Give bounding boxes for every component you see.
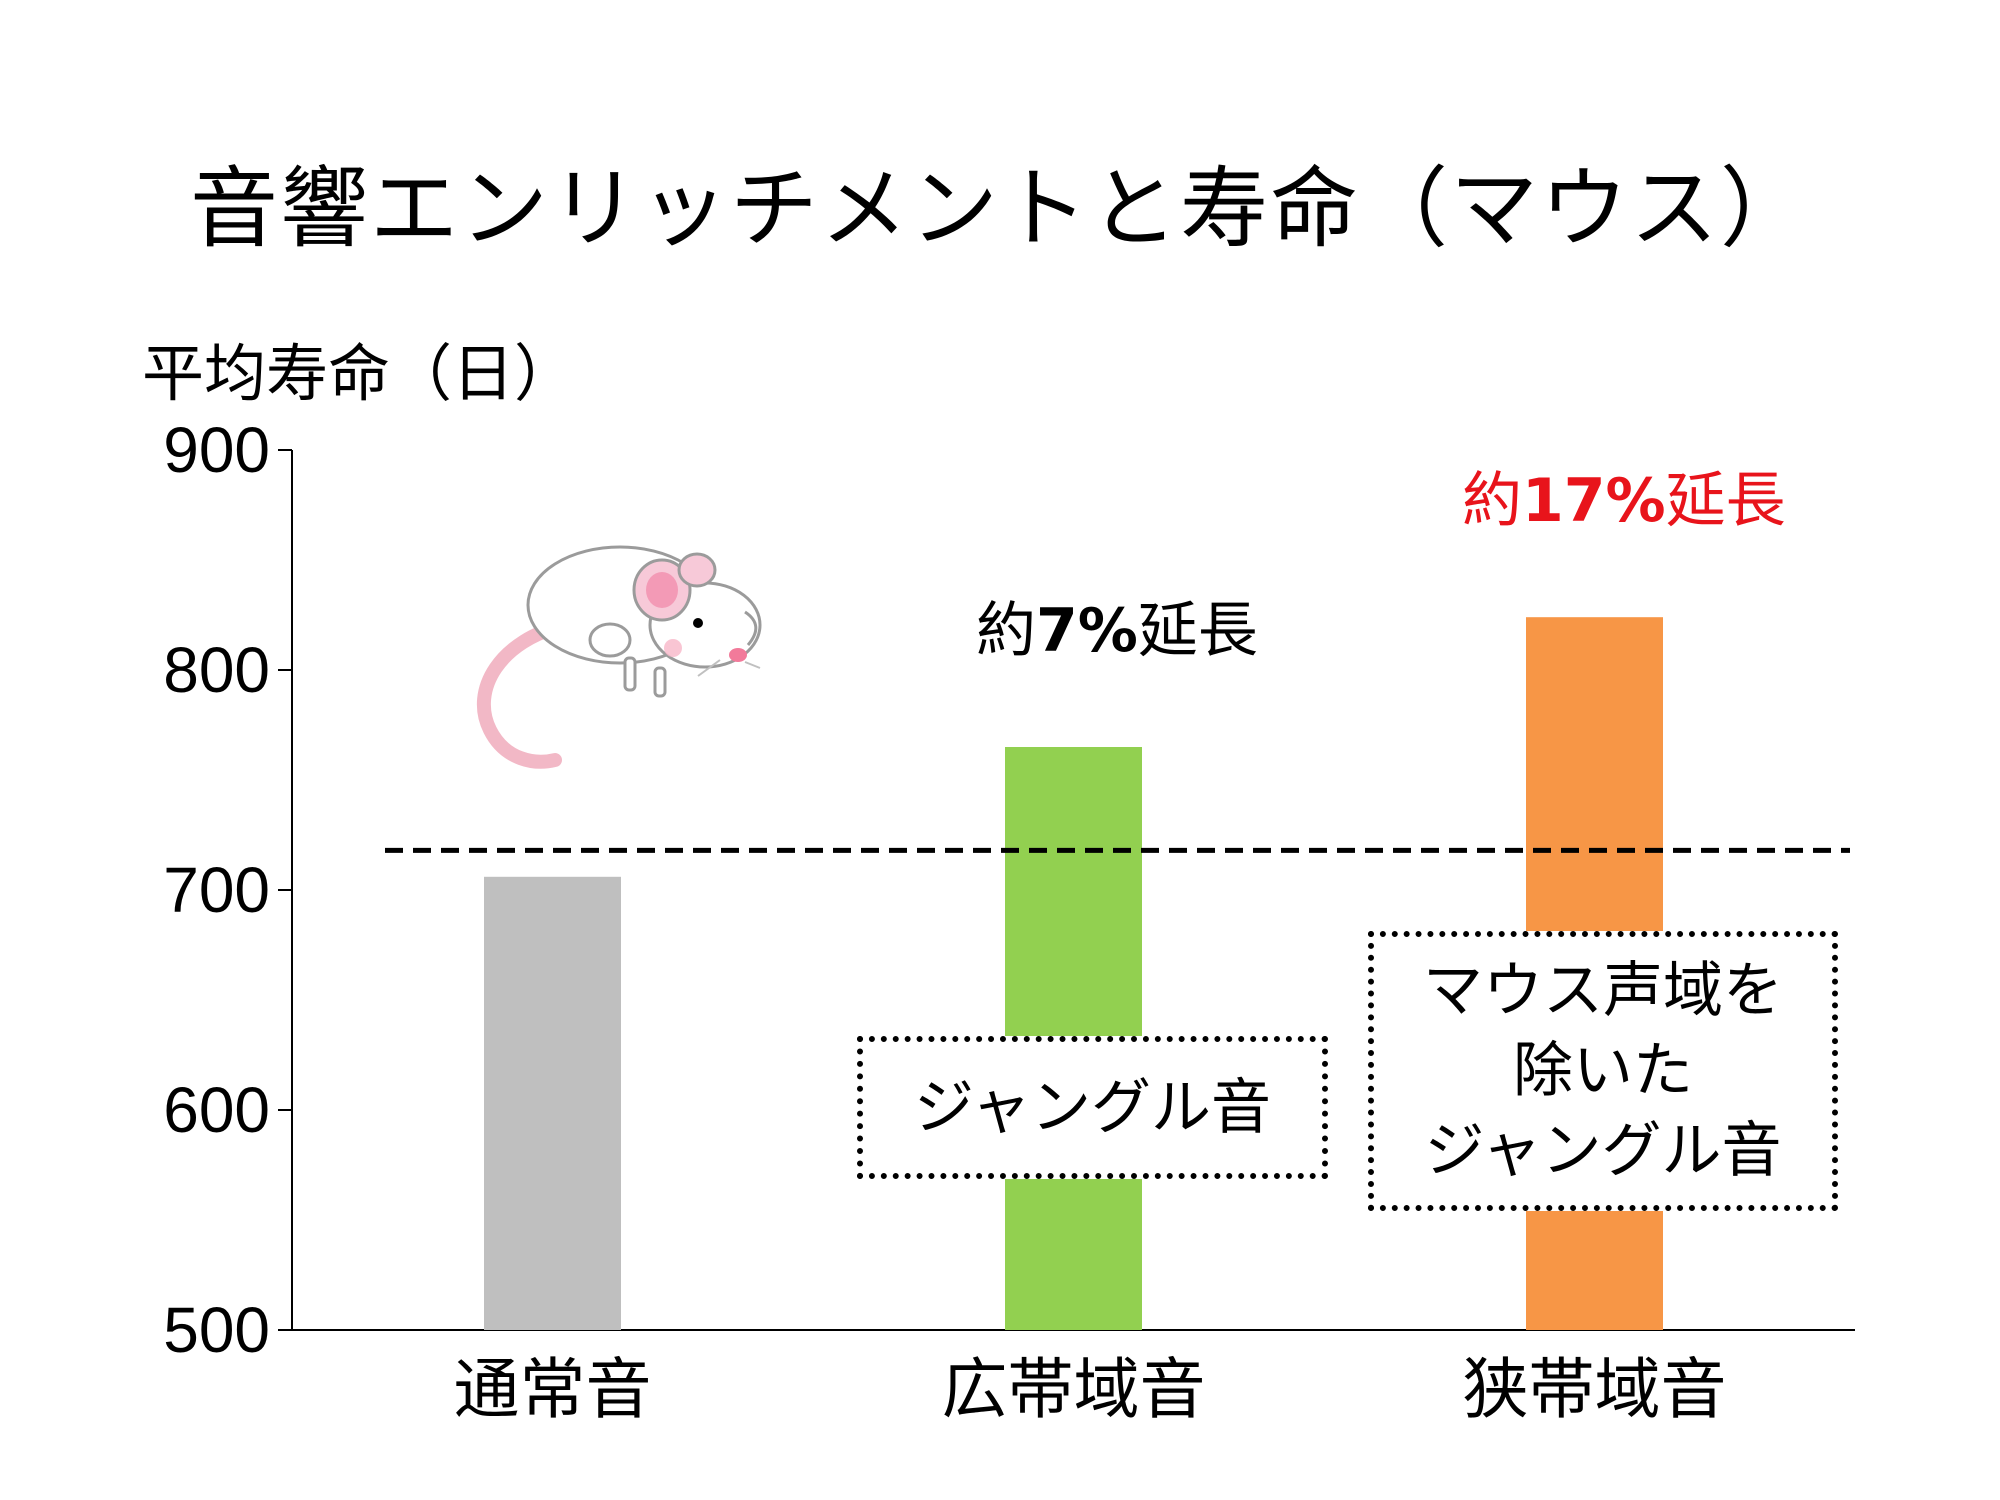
annotation-narrowband-extension: 約17%延長 (1462, 452, 1786, 539)
annotation-percent: 7% (1036, 596, 1138, 666)
y-tick-label: 500 (163, 1294, 270, 1366)
y-tick-label: 800 (163, 634, 270, 706)
narrowband-description-box: マウス声域を 除いた ジャングル音 (1368, 931, 1838, 1211)
x-tick-labels: 通常音 広帯域音 狭帯域音 (454, 1351, 1727, 1428)
y-tick-labels: 500 600 700 800 900 (163, 414, 270, 1366)
x-tick-label: 狭帯域音 (1463, 1351, 1727, 1428)
broadband-description-box: ジャングル音 (857, 1036, 1328, 1179)
mouse-icon (476, 545, 762, 769)
y-tick-label: 900 (163, 414, 270, 486)
annotation-prefix: 約 (1462, 466, 1522, 536)
y-tick-label: 700 (163, 854, 270, 926)
box-line: マウス声域を (1423, 956, 1783, 1026)
box-line: 除いた (1513, 1036, 1693, 1106)
annotation-broadband-extension: 約7%延長 (976, 582, 1258, 669)
annotation-percent: 17% (1522, 466, 1666, 536)
annotation-suffix: 延長 (1137, 596, 1258, 666)
chart-title: 音響エンリッチメントと寿命（マウス） (189, 157, 1810, 260)
y-tick-label: 600 (163, 1074, 270, 1146)
box-line: ジャングル音 (1424, 1116, 1782, 1186)
x-tick-label: 通常音 (454, 1351, 652, 1428)
x-tick-label: 広帯域音 (942, 1351, 1206, 1428)
y-axis-label: 平均寿命（日） (142, 337, 577, 410)
annotation-prefix: 約 (976, 596, 1036, 666)
bar (484, 876, 621, 1330)
box-line: ジャングル音 (914, 1072, 1271, 1143)
annotation-suffix: 延長 (1665, 466, 1786, 536)
